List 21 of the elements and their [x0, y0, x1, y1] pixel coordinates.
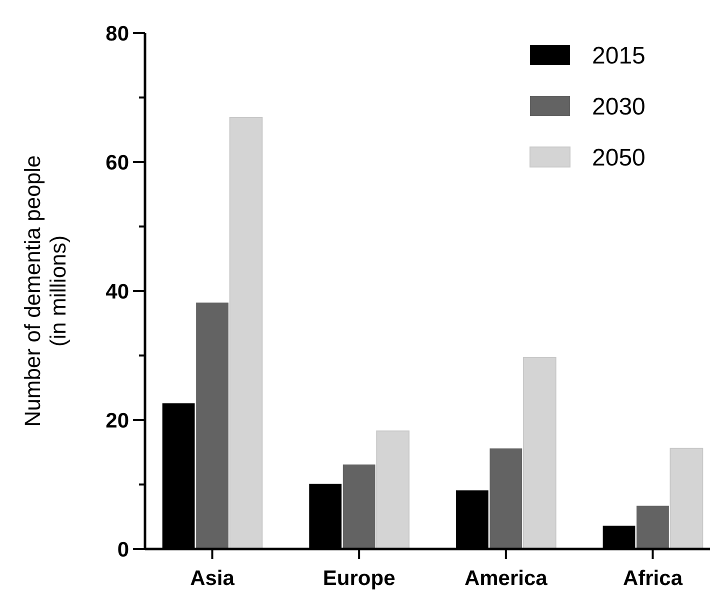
bar: [196, 302, 228, 549]
bar: [490, 448, 522, 549]
y-tick-label: 0: [117, 538, 129, 562]
legend-label: 2050: [592, 144, 646, 172]
y-axis-title: Number of dementia people (in millions): [20, 155, 70, 427]
y-tick-label: 40: [106, 280, 129, 304]
y-tick-label: 20: [106, 409, 129, 432]
bar: [229, 116, 263, 550]
x-tick-label: Asia: [190, 567, 235, 590]
x-tick-label: Europe: [322, 567, 396, 590]
x-tick-label: America: [464, 567, 548, 590]
bar: [670, 448, 704, 550]
bar: [376, 430, 410, 550]
bar: [342, 464, 376, 549]
y-tick-label: 80: [106, 22, 129, 46]
legend-label: 2030: [592, 93, 646, 120]
bar: [636, 506, 669, 549]
x-tick-label: Africa: [622, 567, 683, 590]
y-tick-label: 60: [106, 151, 129, 174]
legend-label: 2015: [592, 42, 646, 70]
bar: [522, 356, 556, 550]
